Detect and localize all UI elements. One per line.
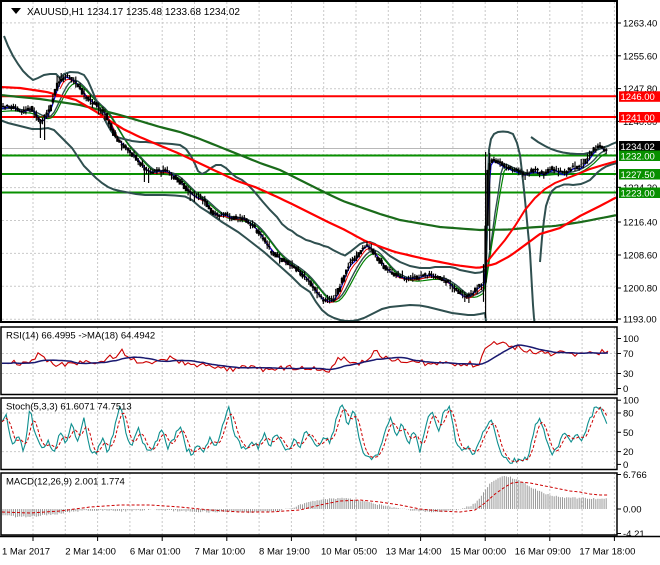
svg-text:RSI(14) 66.4995 ->MA(18) 64.4: RSI(14) 66.4995 ->MA(18) 64.4942 xyxy=(6,331,155,342)
svg-text:2 Mar 14:00: 2 Mar 14:00 xyxy=(65,547,116,558)
svg-text:70: 70 xyxy=(623,349,634,360)
svg-text:15 Mar 00:00: 15 Mar 00:00 xyxy=(450,547,506,558)
svg-text:-4.21: -4.21 xyxy=(623,529,645,540)
svg-text:1263.40: 1263.40 xyxy=(623,19,657,30)
svg-text:1232.00: 1232.00 xyxy=(621,151,655,162)
svg-text:Stoch(5,3,3) 61.6071 74.7513: Stoch(5,3,3) 61.6071 74.7513 xyxy=(6,402,132,413)
svg-text:1246.00: 1246.00 xyxy=(621,92,655,103)
svg-text:1216.40: 1216.40 xyxy=(623,218,657,229)
svg-text:1247.80: 1247.80 xyxy=(623,84,657,95)
svg-text:1193.00: 1193.00 xyxy=(623,315,657,326)
svg-text:6.766: 6.766 xyxy=(623,470,647,481)
svg-text:0.00: 0.00 xyxy=(623,505,642,516)
svg-text:100: 100 xyxy=(623,334,639,345)
svg-text:1234.02: 1234.02 xyxy=(621,142,655,153)
svg-text:0: 0 xyxy=(623,384,628,395)
svg-text:13 Mar 14:00: 13 Mar 14:00 xyxy=(386,547,442,558)
svg-text:20: 20 xyxy=(623,447,634,458)
svg-text:XAUUSD,H1 1234.17 1235.48 123: XAUUSD,H1 1234.17 1235.48 1233.68 1234.0… xyxy=(27,7,240,18)
svg-text:1255.60: 1255.60 xyxy=(623,51,657,62)
svg-text:6 Mar 01:00: 6 Mar 01:00 xyxy=(130,547,181,558)
svg-text:8 Mar 19:00: 8 Mar 19:00 xyxy=(259,547,310,558)
svg-text:7 Mar 10:00: 7 Mar 10:00 xyxy=(194,547,245,558)
svg-text:MACD(12,26,9) 2.001 1.774: MACD(12,26,9) 2.001 1.774 xyxy=(6,477,125,488)
svg-text:1227.50: 1227.50 xyxy=(621,170,655,181)
svg-text:10 Mar 05:00: 10 Mar 05:00 xyxy=(321,547,377,558)
svg-text:30: 30 xyxy=(623,369,634,380)
svg-text:17 Mar 18:00: 17 Mar 18:00 xyxy=(579,547,635,558)
svg-text:1200.80: 1200.80 xyxy=(623,284,657,295)
svg-text:100: 100 xyxy=(623,396,639,407)
svg-text:1 Mar 2017: 1 Mar 2017 xyxy=(2,547,50,558)
svg-text:0: 0 xyxy=(623,460,628,471)
svg-text:50: 50 xyxy=(623,428,634,439)
svg-text:1223.00: 1223.00 xyxy=(621,188,655,199)
svg-text:1208.60: 1208.60 xyxy=(623,251,657,262)
svg-text:1241.00: 1241.00 xyxy=(621,113,655,124)
svg-text:16 Mar 09:00: 16 Mar 09:00 xyxy=(515,547,571,558)
svg-text:80: 80 xyxy=(623,409,634,420)
